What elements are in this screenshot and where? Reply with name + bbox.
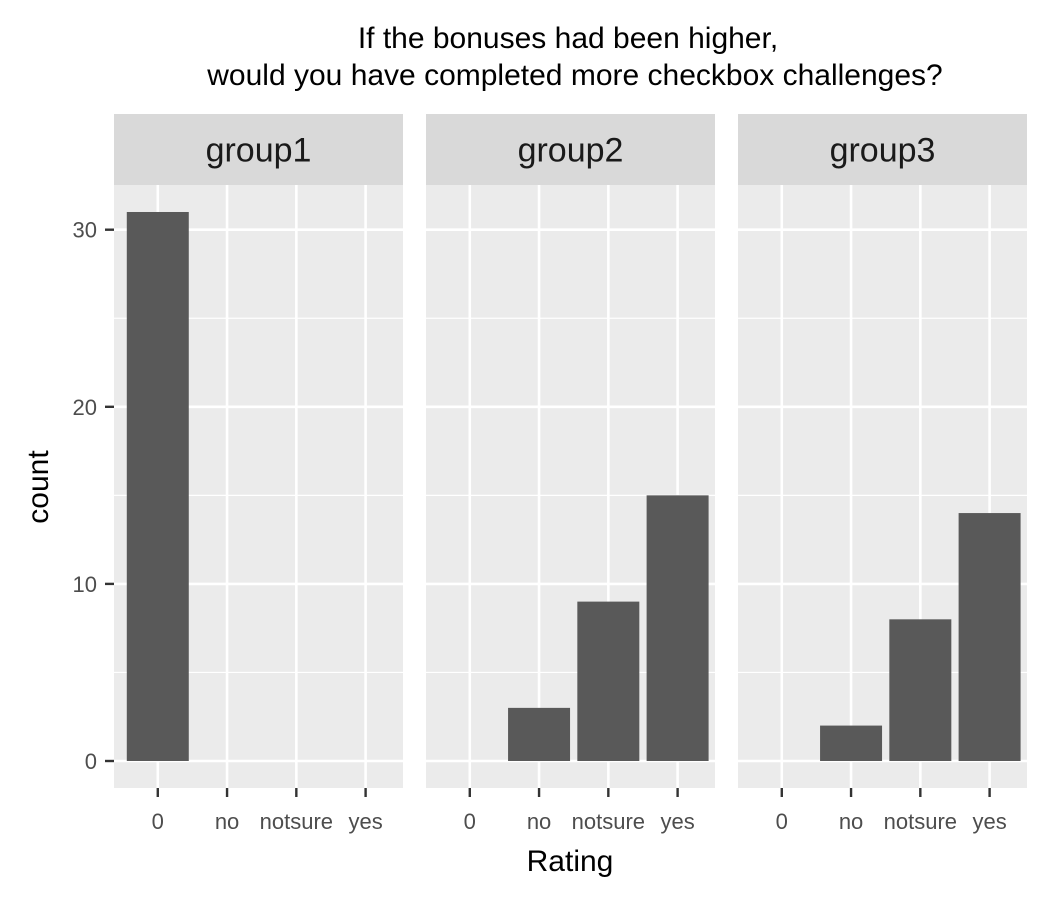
x-tick-label: yes [348, 809, 382, 834]
y-tick-label: 30 [73, 218, 97, 243]
facet-group1: group1 0 no notsure yes [114, 114, 403, 834]
facet-strip-label: group2 [518, 132, 624, 170]
chart-title: If the bonuses had been higher, would yo… [206, 22, 942, 92]
bar-group2-notsure [577, 601, 640, 761]
chart-title-line-1: If the bonuses had been higher, [358, 22, 778, 55]
bar-group3-yes [958, 513, 1021, 761]
x-tick-label: notsure [884, 809, 957, 834]
x-tick-label: no [839, 809, 863, 834]
x-tick-label: 0 [464, 809, 476, 834]
y-axis-title: count [22, 450, 55, 524]
x-tick-label: notsure [572, 809, 645, 834]
facet-strip [114, 114, 403, 185]
facet-strip-label: group1 [206, 132, 312, 170]
bar-group2-no [508, 707, 571, 761]
bar-group3-no [820, 725, 883, 761]
x-axis-title: Rating [527, 845, 614, 878]
x-tick-label: yes [660, 809, 694, 834]
x-tick-label: notsure [260, 809, 333, 834]
x-tick-label: 0 [776, 809, 788, 834]
facet-strip [738, 114, 1027, 185]
x-tick-label: yes [972, 809, 1006, 834]
x-tick-label: no [527, 809, 551, 834]
chart-title-line-2: would you have completed more checkbox c… [206, 59, 942, 92]
bar-group2-yes [646, 495, 709, 761]
facet-group3: group3 0 no notsure yes [738, 114, 1027, 834]
bar-group1-0 [126, 211, 189, 762]
y-axis: 0 10 20 30 [73, 218, 114, 774]
x-tick-label: no [215, 809, 239, 834]
y-tick-label: 10 [73, 572, 97, 597]
bar-group3-notsure [889, 619, 952, 761]
x-tick-label: 0 [152, 809, 164, 834]
facet-group2: group2 0 no notsure yes [426, 114, 715, 834]
facet-strip-label: group3 [830, 132, 936, 170]
y-tick-label: 20 [73, 395, 97, 420]
facet-strip [426, 114, 715, 185]
y-tick-label: 0 [85, 749, 97, 774]
